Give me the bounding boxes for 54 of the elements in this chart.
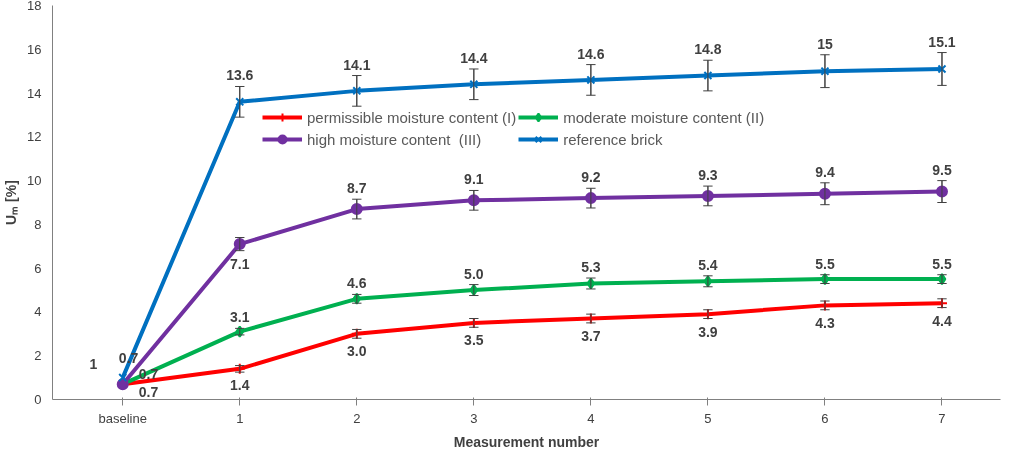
- y-tick-label: 6: [34, 260, 42, 276]
- data-label: 5.5: [932, 255, 952, 272]
- data-label: 3.1: [230, 309, 250, 326]
- data-label: 9.4: [815, 163, 835, 180]
- data-label: 4.6: [347, 275, 367, 292]
- legend-label: high moisture content (III): [307, 130, 482, 148]
- y-tick-label: 2: [34, 348, 42, 364]
- y-tick-label: 10: [27, 173, 42, 189]
- data-label: 8.7: [347, 180, 367, 197]
- data-label: 13.6: [226, 67, 254, 84]
- data-label: 14.8: [694, 41, 722, 58]
- y-tick-label: 4: [34, 304, 42, 320]
- data-label: 14.1: [343, 56, 371, 73]
- data-label: 3.9: [698, 323, 718, 340]
- data-label: 14.4: [460, 49, 488, 66]
- x-tick-label: 4: [587, 410, 595, 426]
- data-label: 0.7: [138, 384, 159, 401]
- data-label: 9.1: [464, 171, 484, 188]
- data-label: 1: [89, 355, 98, 372]
- data-label: 7.1: [230, 255, 250, 272]
- x-tick-label: 7: [938, 410, 946, 426]
- data-label: 3.7: [581, 327, 601, 344]
- x-tick-label: baseline: [98, 410, 147, 426]
- x-axis-title: Measurement number: [453, 433, 600, 450]
- data-label: 5.5: [815, 255, 835, 272]
- data-label: 1.4: [230, 377, 250, 394]
- y-tick-label: 0: [34, 392, 42, 407]
- data-label: 3.0: [347, 343, 367, 360]
- y-tick-label: 8: [34, 216, 42, 232]
- y-axis-title: Uₘ [%]: [3, 180, 20, 225]
- legend-label: moderate moisture content (II): [563, 108, 765, 126]
- data-label: 5.4: [698, 256, 718, 273]
- legend-label: permissible moisture content (I): [307, 108, 517, 126]
- data-label: 9.5: [932, 161, 952, 178]
- legend-label: reference brick: [563, 130, 663, 148]
- y-tick-label: 18: [27, 0, 42, 13]
- data-label: 4.4: [932, 312, 952, 329]
- data-label: 15.1: [928, 33, 956, 50]
- y-tick-label: 16: [27, 41, 42, 57]
- data-label: 9.2: [581, 169, 601, 186]
- data-label: 15: [817, 35, 833, 52]
- data-label: 3.5: [464, 332, 484, 349]
- x-tick-label: 5: [704, 410, 712, 426]
- data-label: 9.3: [698, 167, 718, 184]
- y-tick-label: 14: [27, 85, 42, 101]
- y-tick-label: 12: [27, 129, 42, 145]
- data-label: 4.3: [815, 314, 835, 331]
- data-label: 14.6: [577, 45, 605, 62]
- data-label: 5.3: [581, 259, 601, 276]
- data-label: 5.0: [464, 265, 484, 282]
- x-tick-label: 3: [470, 410, 478, 426]
- x-tick-label: 2: [353, 410, 361, 426]
- x-tick-label: 6: [821, 410, 829, 426]
- x-tick-label: 1: [236, 410, 244, 426]
